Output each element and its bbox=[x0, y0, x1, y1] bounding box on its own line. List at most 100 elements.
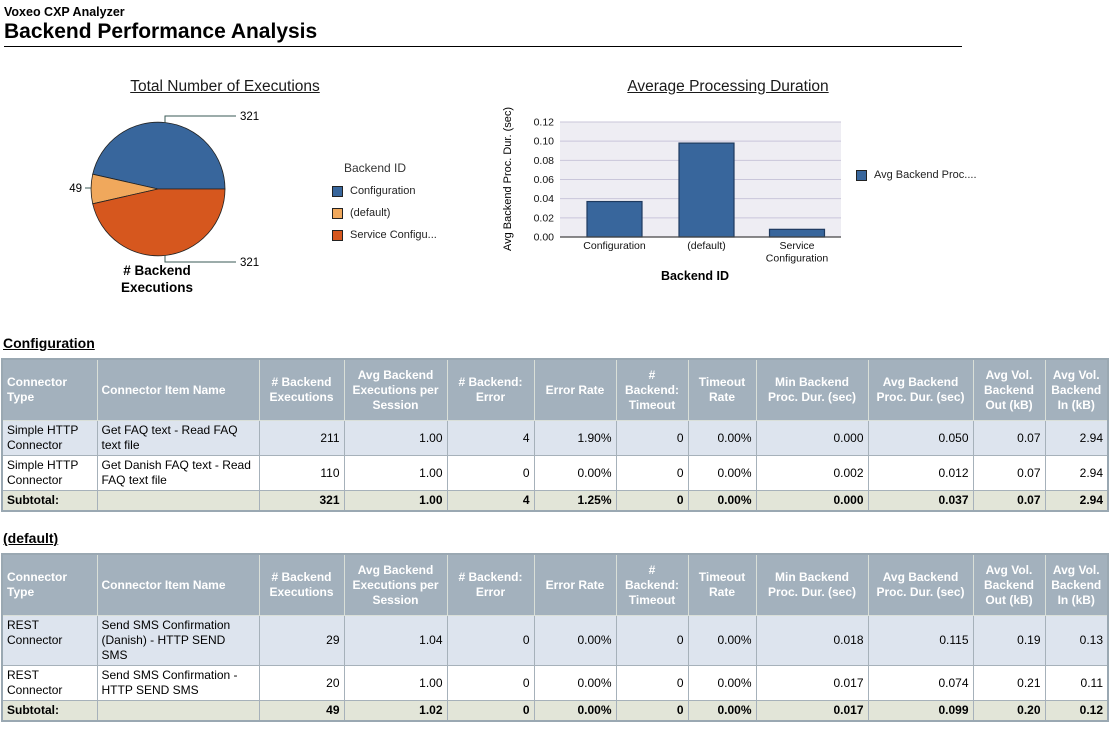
subtotal-cell: 0.00% bbox=[533, 700, 617, 722]
table-cell: 1.00 bbox=[343, 420, 448, 456]
table-cell: 0.002 bbox=[755, 455, 869, 491]
column-header: Avg Vol. Backend Out (kB) bbox=[972, 553, 1046, 616]
y-axis-label: Avg Backend Proc. Dur. (sec) bbox=[502, 107, 514, 251]
table-cell: REST Connector bbox=[1, 665, 98, 701]
table-cell: Send SMS Confirmation (Danish) - HTTP SE… bbox=[96, 615, 260, 666]
table-cell: 0.07 bbox=[972, 455, 1046, 491]
section-heading: (default) bbox=[3, 530, 59, 546]
column-header: Avg Vol. Backend In (kB) bbox=[1044, 553, 1109, 616]
pie-callout-label: 49 bbox=[69, 183, 82, 195]
subtotal-cell: 0.20 bbox=[972, 700, 1046, 722]
table-cell: Get FAQ text - Read FAQ text file bbox=[96, 420, 260, 456]
subtotal-cell: 0.037 bbox=[867, 490, 974, 512]
table-cell: 0.07 bbox=[972, 420, 1046, 456]
bar-legend: Avg Backend Proc.... bbox=[856, 169, 977, 181]
pie-legend: Backend ID Configuration (default) Service… bbox=[332, 161, 437, 241]
bar-chart: 0.00 0.02 0.04 0.06 0.08 0.10 0.12 Configuratio… bbox=[502, 107, 841, 283]
table-cell: 1.00 bbox=[343, 455, 448, 491]
table-cell: 2.94 bbox=[1044, 420, 1109, 456]
column-header: Avg Backend Proc. Dur. (sec) bbox=[867, 553, 974, 616]
table-cell: 1.00 bbox=[343, 665, 448, 701]
subtotal-cell: 1.02 bbox=[343, 700, 448, 722]
table-cell: 0 bbox=[615, 665, 689, 701]
x-category-label: Service Configuration bbox=[766, 240, 829, 265]
subtotal-cell: 321 bbox=[258, 490, 345, 512]
y-tick-label: 0.08 bbox=[534, 155, 555, 167]
report-header: Voxeo CXP Analyzer Backend Performance A… bbox=[0, 0, 1119, 47]
table-cell: 2.94 bbox=[1044, 455, 1109, 491]
pie-callout-line bbox=[164, 115, 236, 123]
table-cell: Send SMS Confirmation - HTTP SEND SMS bbox=[96, 665, 260, 701]
report: Voxeo CXP Analyzer Backend Performance A… bbox=[0, 0, 1119, 722]
bar-chart-title: Average Processing Duration bbox=[627, 78, 829, 95]
bar bbox=[768, 228, 826, 238]
x-category-label: Configuration bbox=[583, 240, 646, 252]
table-row: Simple HTTP Connector Get FAQ text - Read… bbox=[1, 420, 1109, 456]
pie-slice bbox=[92, 121, 226, 190]
title-rule bbox=[4, 46, 962, 47]
table-cell: 0.00% bbox=[533, 455, 617, 491]
column-header: Connector Type bbox=[1, 358, 98, 421]
bar bbox=[586, 200, 643, 238]
table-cell: 0 bbox=[446, 615, 535, 666]
table-header-row: Connector Type Connector Item Name # Backe… bbox=[1, 358, 1109, 421]
subtotal-cell: 0.07 bbox=[972, 490, 1046, 512]
column-header: Min Backend Proc. Dur. (sec) bbox=[755, 553, 869, 616]
table-cell: Simple HTTP Connector bbox=[1, 455, 98, 491]
legend-label: Service Configu... bbox=[350, 229, 437, 241]
table-cell: 0 bbox=[615, 420, 689, 456]
bar-legend-marker bbox=[856, 169, 867, 181]
subtotal-cell: 0 bbox=[615, 490, 689, 512]
pie-slice bbox=[92, 188, 226, 257]
table-cell: 20 bbox=[258, 665, 345, 701]
y-tick-label: 0.10 bbox=[534, 136, 555, 148]
section-default: (default) Connector Type Connector Item N… bbox=[0, 530, 1119, 722]
legend-label: Configuration bbox=[350, 185, 416, 197]
column-header: Avg Backend Executions per Session bbox=[343, 358, 448, 421]
column-header: Timeout Rate bbox=[687, 553, 757, 616]
subtotal-cell: Subtotal: bbox=[1, 490, 98, 512]
column-header: Avg Vol. Backend Out (kB) bbox=[972, 358, 1046, 421]
column-header: # Backend Executions bbox=[258, 358, 345, 421]
pie-axis-label: # Backend Executions bbox=[121, 263, 193, 295]
table-cell: 0.21 bbox=[972, 665, 1046, 701]
subtotal-cell: 0 bbox=[615, 700, 689, 722]
column-header: # Backend Executions bbox=[258, 553, 345, 616]
table-cell: 0.00% bbox=[687, 615, 757, 666]
column-header: Avg Backend Executions per Session bbox=[343, 553, 448, 616]
subtotal-cell: 0.00% bbox=[687, 700, 757, 722]
subtotal-row: Subtotal: 49 1.02 0 0.00% 0 0.00% 0.017 0.099 0.2… bbox=[1, 700, 1109, 722]
bar bbox=[678, 142, 735, 238]
pie-callout-line bbox=[164, 255, 236, 263]
column-header: Min Backend Proc. Dur. (sec) bbox=[755, 358, 869, 421]
table-cell: 0.018 bbox=[755, 615, 869, 666]
table-cell: 0.050 bbox=[867, 420, 974, 456]
table-cell: 0.017 bbox=[755, 665, 869, 701]
table-cell: 1.90% bbox=[533, 420, 617, 456]
pie-callout-label: 321 bbox=[240, 111, 259, 123]
metrics-table: Connector Type Connector Item Name # Backe… bbox=[1, 553, 1109, 722]
table-cell: 110 bbox=[258, 455, 345, 491]
pie-chart-title: Total Number of Executions bbox=[130, 78, 320, 95]
table-row: REST Connector Send SMS Confirmation (Dan… bbox=[1, 615, 1109, 666]
table-cell: 0 bbox=[446, 455, 535, 491]
table-cell: 0.000 bbox=[755, 420, 869, 456]
table-cell: REST Connector bbox=[1, 615, 98, 666]
subtotal-cell: 0.12 bbox=[1044, 700, 1109, 722]
table-cell: 0.00% bbox=[533, 615, 617, 666]
y-tick-label: 0.00 bbox=[534, 232, 555, 244]
subtotal-cell: 0.017 bbox=[755, 700, 869, 722]
pie-callout-label: 321 bbox=[240, 257, 259, 269]
column-header: Error Rate bbox=[533, 358, 617, 421]
x-category-label: (default) bbox=[687, 240, 726, 252]
subtotal-cell: 0.099 bbox=[867, 700, 974, 722]
table-row: REST Connector Send SMS Confirmation - HT… bbox=[1, 665, 1109, 701]
y-tick-label: 0.06 bbox=[534, 174, 555, 186]
column-header: Avg Vol. Backend In (kB) bbox=[1044, 358, 1109, 421]
column-header: # Backend: Error bbox=[446, 553, 535, 616]
subtotal-cell: 0 bbox=[446, 700, 535, 722]
column-header: Avg Backend Proc. Dur. (sec) bbox=[867, 358, 974, 421]
subtotal-cell: 0.000 bbox=[755, 490, 869, 512]
app-title: Voxeo CXP Analyzer bbox=[4, 5, 125, 19]
table-row: Simple HTTP Connector Get Danish FAQ text… bbox=[1, 455, 1109, 491]
